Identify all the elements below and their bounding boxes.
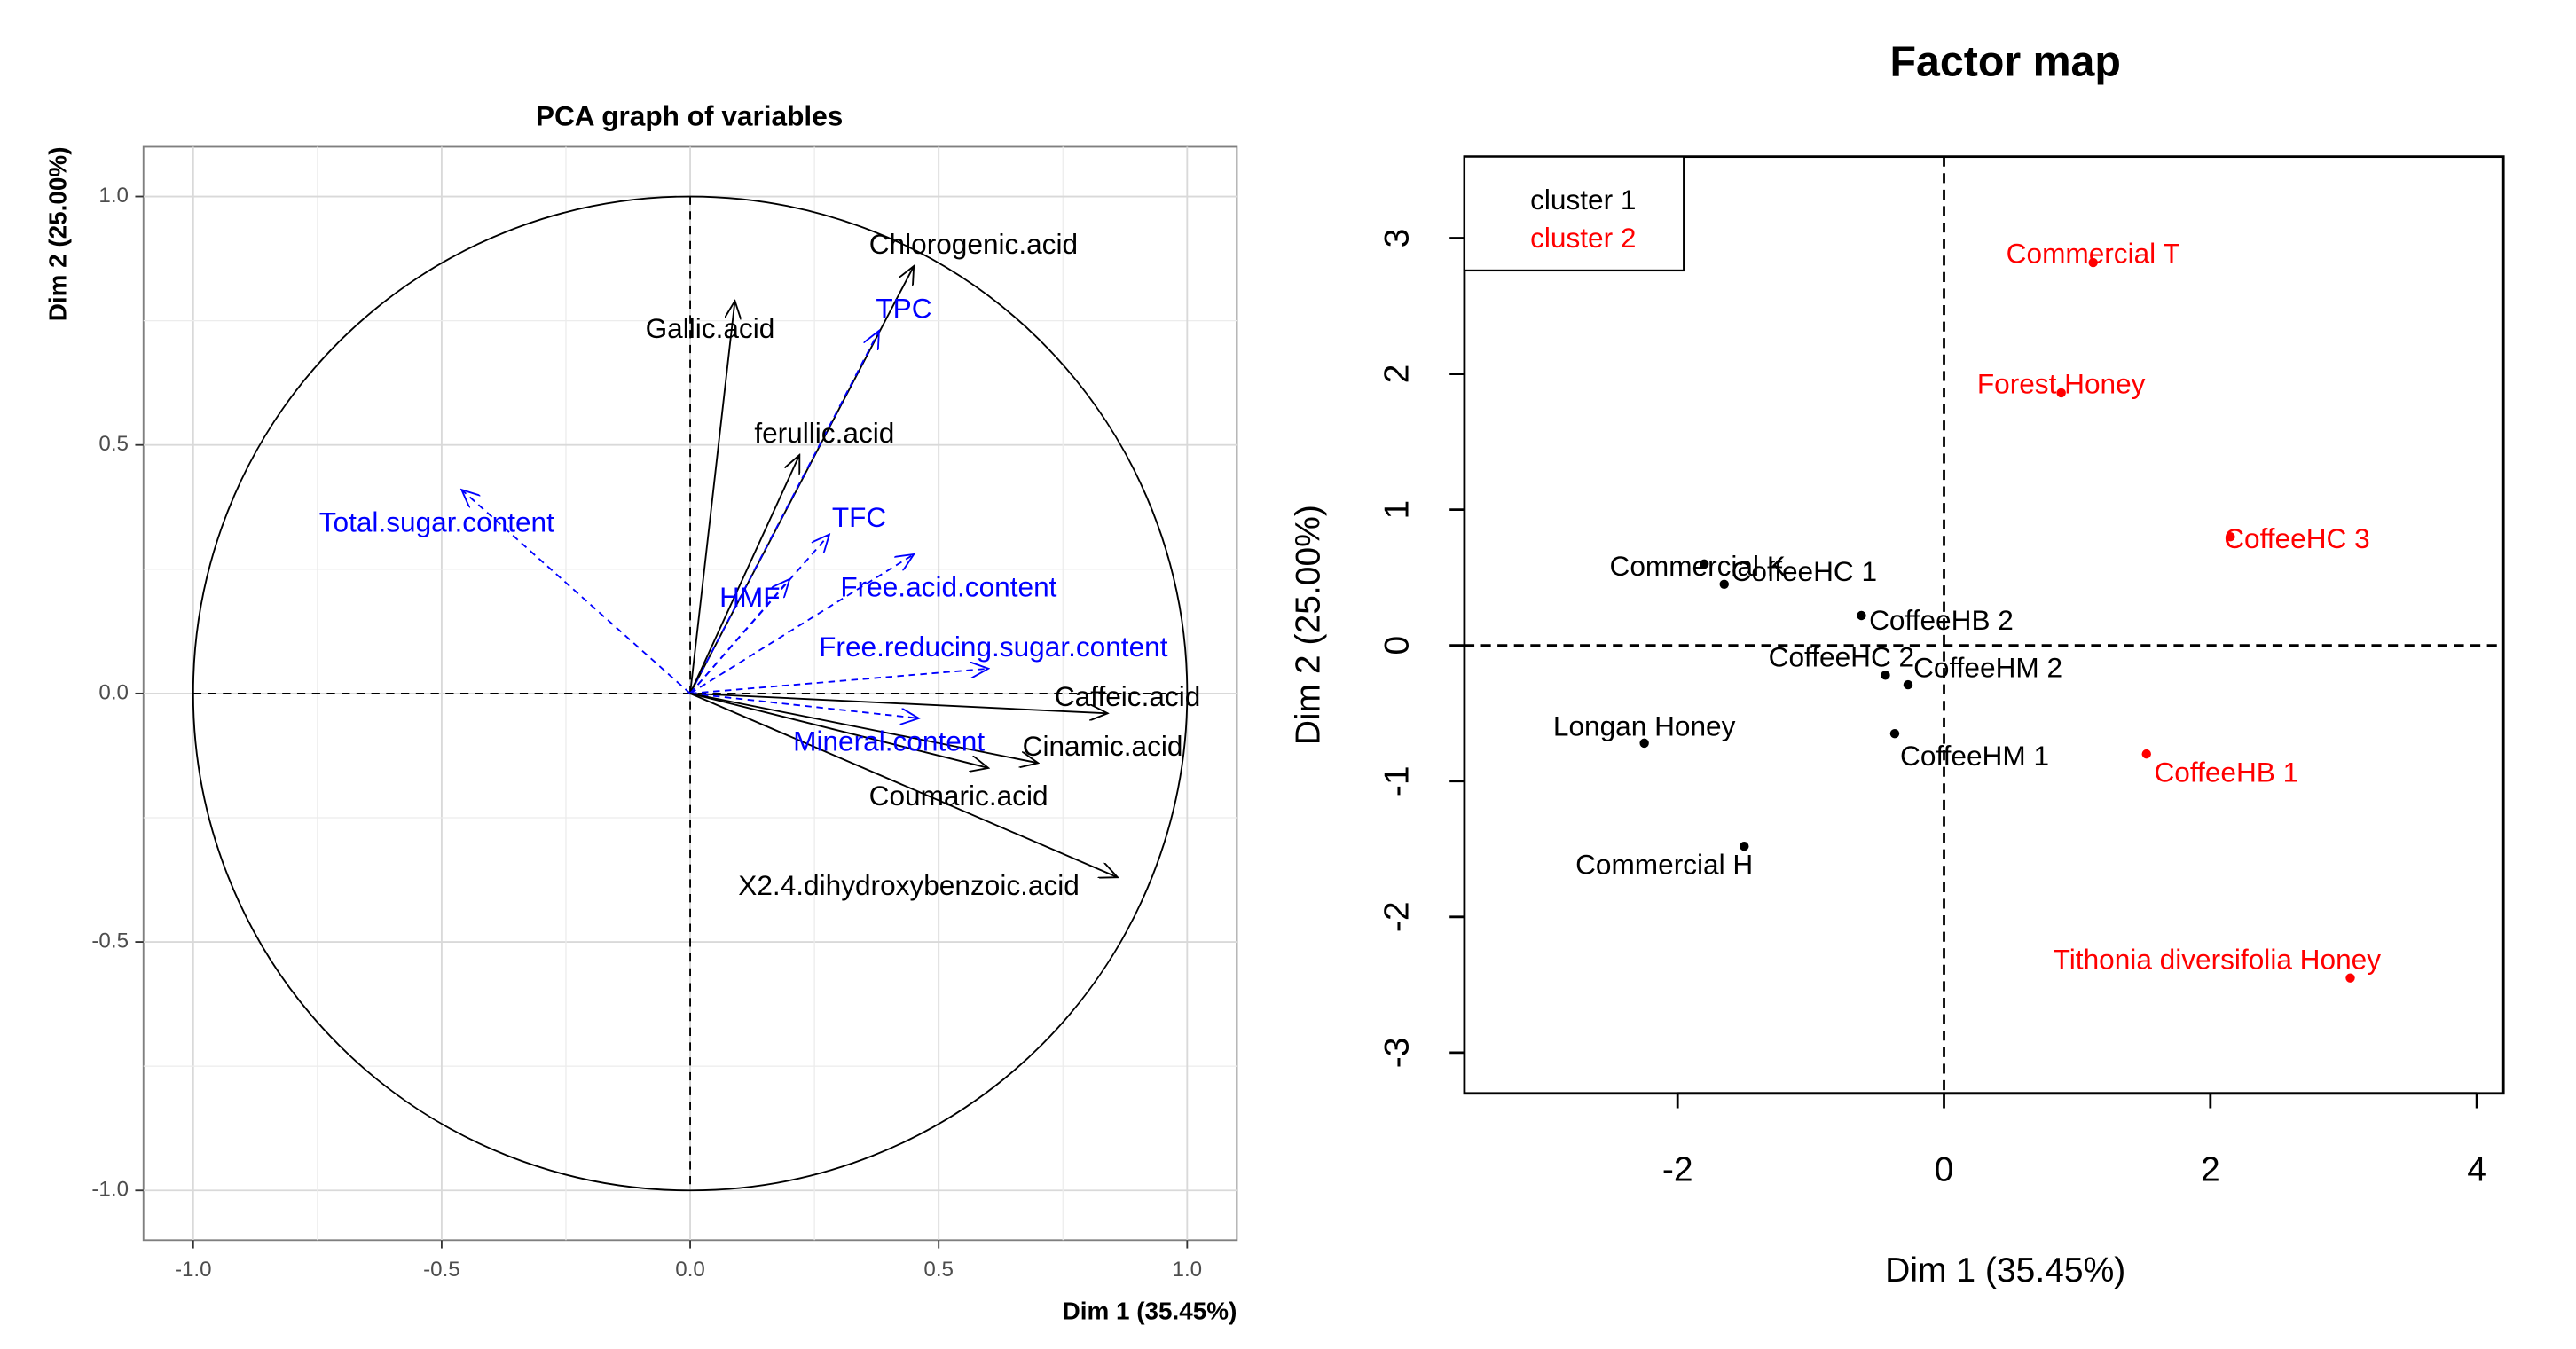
factor-map-legend: cluster 1 cluster 2 (1463, 155, 1685, 272)
arrow-total-sugar-content (461, 490, 691, 694)
arrow-coumaric-acid (689, 692, 988, 768)
factor-map-y-tick-label: -2 (1378, 901, 1417, 932)
pca-x-tick-label: 0.5 (923, 1258, 954, 1282)
point-label-coffeehm-1: CoffeeHM 1 (1900, 740, 2049, 772)
point-coffeehc-3 (2226, 532, 2235, 542)
label-coumaric-acid: Coumaric.acid (869, 780, 1048, 812)
point-label-longan-honey: Longan Honey (1553, 710, 1736, 741)
label-free-acid-content: Free.acid.content (840, 571, 1056, 603)
pca-x-tick-label: 0.0 (675, 1258, 705, 1282)
factor-map-y-tick-label: -1 (1378, 765, 1417, 796)
arrow-free-reducing-sugar-content (689, 669, 988, 694)
factor-map-zero-lines (1464, 156, 2504, 1094)
point-label-forest-honey: Forest Honey (1977, 368, 2146, 400)
label-ferullic-acid: ferullic.acid (754, 417, 894, 449)
label-chlorogenic-acid: Chlorogenic.acid (869, 228, 1078, 260)
arrow-gallic-acid (689, 301, 734, 694)
factor-map-x-tick-label: 0 (1935, 1150, 1954, 1188)
factor-map-x-tick-label: 4 (2467, 1150, 2486, 1188)
point-tithonia-diversifolia-honey (2345, 973, 2355, 983)
point-label-tithonia-diversifolia-honey: Tithonia diversifolia Honey (2054, 944, 2382, 976)
point-coffeehc-2 (1881, 671, 1890, 680)
pca-y-tick-label: 0.5 (98, 432, 129, 456)
label-total-sugar-content: Total.sugar.content (319, 506, 554, 538)
legend-box (1463, 155, 1685, 272)
factor-map-y-tick-label: 1 (1378, 500, 1417, 520)
arrow-caffeic-acid (690, 692, 1108, 713)
point-label-coffeehm-2: CoffeeHM 2 (1913, 652, 2062, 684)
pca-y-ticks: -1.0 -0.5 0.0 0.5 1.0 (91, 184, 144, 1202)
pca-variable-arrows (461, 266, 1118, 877)
point-commercial-h (1740, 842, 1749, 851)
pca-unit-circle-layer (192, 195, 1189, 1192)
point-coffeehb-2 (1857, 610, 1866, 621)
label-caffeic-acid: Caffeic.acid (1055, 680, 1200, 712)
factor-map-y-tick-label: 3 (1378, 229, 1417, 248)
point-label-coffeehb-1: CoffeeHB 1 (2154, 756, 2298, 788)
pca-y-tick-label: -0.5 (91, 929, 129, 953)
pca-title: PCA graph of variables (536, 99, 843, 131)
label-free-reducing-sugar-content: Free.reducing.sugar.content (819, 631, 1168, 663)
arrow-hmf (689, 579, 789, 694)
label-gallic-acid: Gallic.acid (646, 312, 775, 344)
factor-map-x-ticks: -2 0 2 4 (1662, 1092, 2486, 1188)
factor-map-y-tick-label: 0 (1378, 636, 1417, 655)
point-coffeehm-2 (1903, 679, 1913, 690)
factor-map-points (1639, 257, 2355, 983)
point-label-commercial-h: Commercial H (1575, 849, 1753, 881)
label-mineral-content: Mineral.content (793, 725, 985, 757)
point-label-coffeehb-2: CoffeeHB 2 (1869, 604, 2014, 636)
label-x2-4-dihydroxybenzoic-acid: X2.4.dihydroxybenzoic.acid (738, 869, 1080, 901)
pca-x-tick-label: -1.0 (175, 1258, 212, 1282)
pca-variable-labels: Chlorogenic.acid Gallic.acid TPC ferullic.a… (319, 228, 1201, 901)
arrow-free-acid-content (689, 554, 914, 694)
point-label-commercial-t: Commercial T (2007, 238, 2180, 270)
point-label-commercial-k: Commercial K (1610, 550, 1786, 582)
legend-entry-cluster-1: cluster 1 (1530, 184, 1636, 216)
label-cinamic-acid: Cinamic.acid (1023, 730, 1183, 762)
point-coffeehm-1 (1889, 728, 1900, 739)
factor-map-x-tick-label: 2 (2201, 1150, 2220, 1188)
pca-y-axis-label: Dim 2 (25.00%) (43, 146, 71, 321)
arrow-ferullic-acid (689, 455, 799, 694)
point-commercial-k (1700, 559, 1709, 569)
point-coffeehc-1 (1719, 579, 1729, 590)
point-label-coffeehc-3: CoffeeHC 3 (2224, 522, 2369, 554)
pca-variables-chart: Chlorogenic.acid Gallic.acid TPC ferullic.a… (43, 99, 1238, 1325)
factor-map-x-axis-label: Dim 1 (35.45%) (1885, 1251, 2125, 1290)
point-longan-honey (1639, 738, 1649, 749)
pca-unit-circle (192, 195, 1189, 1192)
pca-y-tick-label: -1.0 (91, 1178, 129, 1202)
point-commercial-t (2088, 257, 2098, 268)
legend-entry-cluster-2: cluster 2 (1530, 222, 1636, 254)
label-tpc: TPC (876, 293, 931, 325)
pca-y-tick-label: 0.0 (98, 680, 129, 704)
arrow-cinamic-acid (689, 692, 1038, 763)
factor-map-chart: Commercial T Forest Honey CoffeeHC 3 Commer… (1289, 38, 2505, 1290)
arrow-tpc (689, 331, 879, 694)
point-label-coffeehc-1: CoffeeHC 1 (1732, 555, 1877, 587)
label-hmf: HMF (719, 581, 780, 613)
factor-map-y-ticks: -3 -2 -1 0 1 2 3 (1378, 229, 1465, 1069)
pca-x-axis-label: Dim 1 (35.45%) (1063, 1298, 1237, 1325)
pca-x-ticks: -1.0 -0.5 0.0 0.5 1.0 (175, 1240, 1202, 1282)
factor-map-y-tick-label: -3 (1378, 1038, 1417, 1069)
factor-map-point-labels: Commercial T Forest Honey CoffeeHC 3 Commer… (1553, 238, 2381, 976)
factor-map-title: Factor map (1889, 38, 2120, 86)
point-forest-honey (2056, 388, 2066, 398)
pca-x-tick-label: -0.5 (423, 1258, 460, 1282)
point-coffeehb-1 (2141, 749, 2151, 759)
factor-map-y-tick-label: 2 (1378, 365, 1417, 384)
factor-map-x-tick-label: -2 (1662, 1150, 1693, 1188)
point-label-coffeehc-2: CoffeeHC 2 (1769, 640, 1914, 672)
factor-map-y-axis-label: Dim 2 (25.00%) (1289, 505, 1327, 745)
arrow-mineral-content (689, 692, 919, 718)
pca-y-tick-label: 1.0 (98, 184, 129, 208)
pca-x-tick-label: 1.0 (1173, 1258, 1203, 1282)
arrow-x2-4-dihydroxybenzoic-acid (689, 693, 1118, 877)
label-tfc: TFC (832, 501, 886, 533)
